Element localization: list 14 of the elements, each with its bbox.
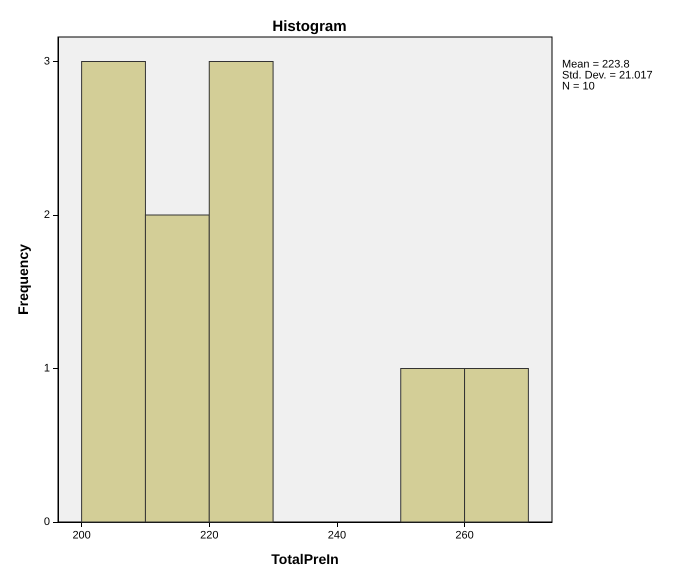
text: Std. Dev. = 21.017 [562,70,653,82]
y-tick-label: 1 [44,362,50,375]
x-tick-label: 260 [455,530,474,542]
y-tick-label: 2 [44,209,50,222]
text: N = 10 [562,80,595,92]
x-tick-label: 240 [328,530,346,542]
x-tick-label: 200 [72,530,91,542]
x-tick-label: 220 [200,530,218,542]
text: Mean = 223.8 [562,58,630,70]
y-axis-title: Frequency [15,244,31,315]
y-tick-label: 3 [44,56,50,68]
x-axis-title: TotalPreIn [271,551,339,567]
chart-title: Histogram [272,18,347,35]
y-tick-label: 0 [44,516,50,528]
